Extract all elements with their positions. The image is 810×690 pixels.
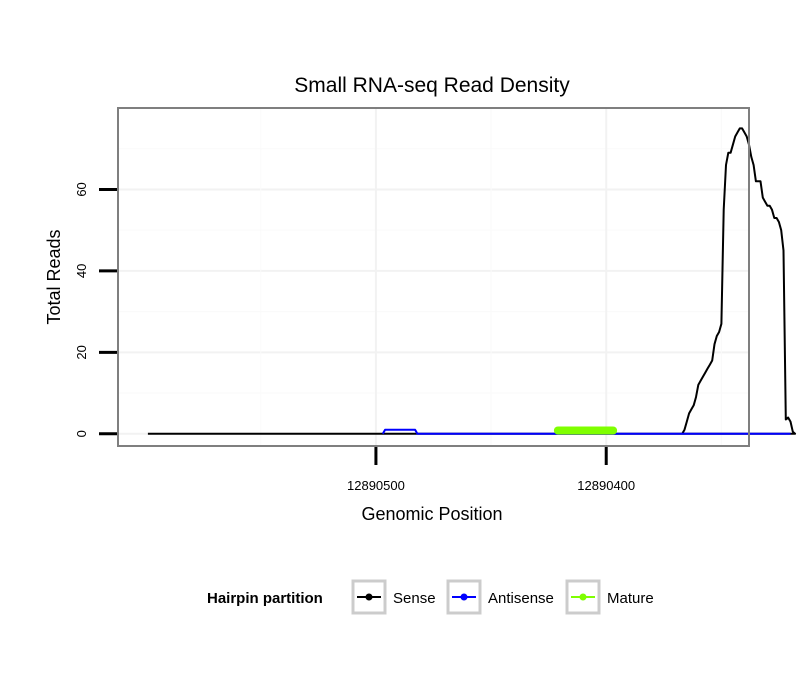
y-tick-label-0: 0 bbox=[74, 430, 89, 437]
series-line-sense bbox=[147, 127, 797, 435]
x-axis: 12890500 12890400 bbox=[347, 447, 635, 493]
plot-border bbox=[117, 107, 750, 447]
x-axis-label: Genomic Position bbox=[361, 504, 502, 524]
series-lines bbox=[147, 127, 797, 435]
y-tick-label-2: 40 bbox=[74, 264, 89, 278]
y-tick-label-3: 60 bbox=[74, 182, 89, 196]
legend-label-antisense: Antisense bbox=[488, 590, 554, 607]
legend-label-sense: Sense bbox=[393, 590, 436, 607]
x-tick-label-1: 12890400 bbox=[577, 478, 635, 493]
y-tick-label-1: 20 bbox=[74, 345, 89, 359]
y-axis-label: Total Reads bbox=[44, 229, 64, 324]
y-axis: 0 20 40 60 bbox=[74, 182, 117, 437]
legend-dot-antisense bbox=[460, 593, 468, 601]
legend-label-mature: Mature bbox=[607, 590, 654, 607]
legend-dot-sense bbox=[365, 593, 373, 601]
chart-title: Small RNA-seq Read Density bbox=[294, 74, 570, 97]
legend: Hairpin partition Sense Antisense Mature bbox=[207, 579, 654, 615]
legend-dot-mature bbox=[579, 593, 587, 601]
legend-item-sense: Sense bbox=[351, 579, 436, 615]
legend-title: Hairpin partition bbox=[207, 590, 323, 607]
legend-item-mature: Mature bbox=[565, 579, 654, 615]
plot-panel bbox=[118, 108, 749, 446]
x-tick-label-0: 12890500 bbox=[347, 478, 405, 493]
legend-item-antisense: Antisense bbox=[446, 579, 554, 615]
series-line-antisense bbox=[381, 428, 791, 435]
